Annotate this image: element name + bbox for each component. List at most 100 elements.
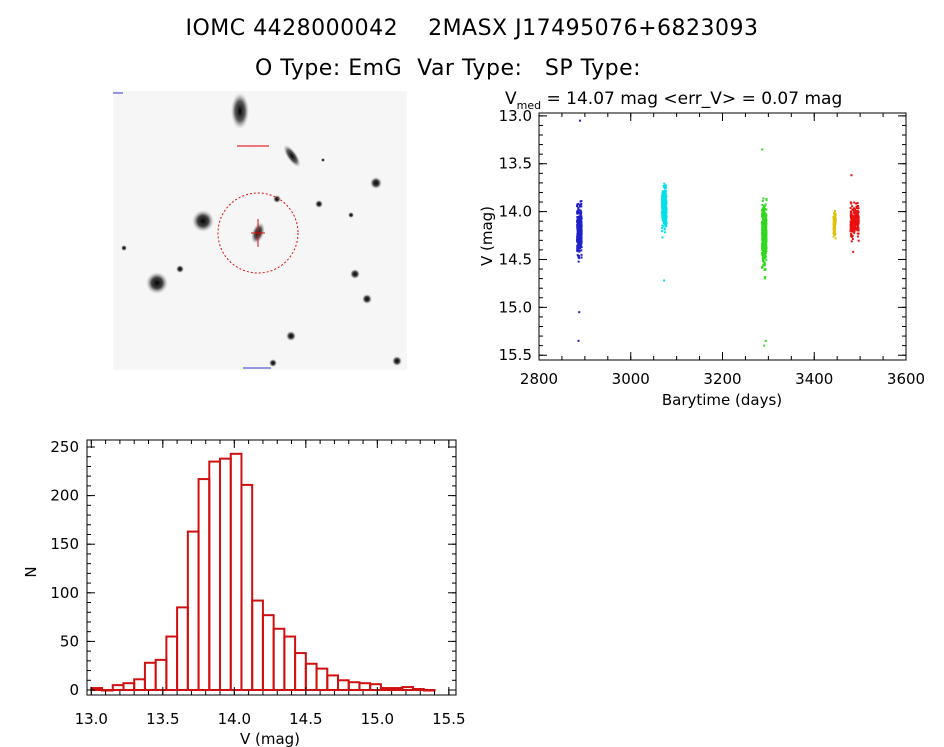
lc-point — [855, 202, 858, 205]
lc-point — [664, 211, 667, 214]
lc-point — [663, 204, 666, 207]
hist-xtick-label: 13.0 — [75, 710, 108, 728]
lc-point — [761, 266, 764, 269]
hist-ytick-label: 150 — [50, 535, 79, 553]
lc-point — [765, 227, 768, 230]
lc-point — [580, 200, 583, 203]
lc-point — [834, 232, 837, 235]
lc-point — [855, 221, 858, 224]
lc-point — [764, 247, 767, 250]
lc-point — [853, 212, 856, 215]
lc-point — [763, 209, 766, 212]
lc-point — [764, 339, 767, 342]
lc-point — [578, 212, 581, 215]
lc-point — [576, 217, 579, 220]
lc-point — [662, 184, 665, 187]
hist-bar — [401, 686, 415, 691]
lc-point — [576, 222, 579, 225]
lc-point — [761, 247, 764, 250]
hist-ytick-label: 0 — [69, 681, 79, 699]
lc-point — [761, 230, 764, 233]
lc-plot-area — [576, 119, 860, 347]
lc-title-v: V — [505, 89, 517, 109]
lc-point — [763, 250, 766, 253]
lc-point — [662, 206, 665, 209]
lc-point — [761, 211, 764, 214]
lc-point — [576, 231, 579, 234]
lc-point — [663, 200, 666, 203]
lc-point — [849, 224, 852, 227]
hist-bar — [176, 606, 189, 692]
hist-bar — [261, 614, 275, 692]
lc-point — [663, 231, 666, 234]
lc-point — [663, 227, 666, 230]
lc-point — [576, 244, 579, 247]
hist-xtick-label: 15.0 — [361, 710, 394, 728]
lc-point — [763, 233, 766, 236]
lc-point — [580, 234, 583, 237]
hist-bar — [143, 661, 157, 691]
lc-point — [849, 226, 852, 229]
lc-point — [578, 257, 581, 260]
lc-point — [762, 215, 765, 218]
lc-point — [763, 226, 766, 229]
lc-point — [665, 203, 668, 206]
lc-point — [763, 253, 766, 256]
hist-bar — [358, 682, 372, 691]
lc-point — [577, 260, 580, 263]
lc-point — [662, 202, 665, 205]
star-10 — [348, 212, 354, 218]
lc-point — [761, 251, 764, 254]
lc-point — [578, 245, 581, 248]
lc-point — [763, 228, 766, 231]
lc-point — [579, 247, 582, 250]
lc-point — [580, 215, 583, 218]
lc-point — [580, 232, 583, 235]
lc-point — [851, 220, 854, 223]
lc-point — [576, 210, 579, 213]
lc-point — [579, 221, 582, 224]
lc-title: Vmed = 14.07 mag <err_V> = 0.07 mag — [505, 89, 842, 112]
lc-point — [661, 215, 664, 218]
lc-point — [580, 202, 583, 205]
star-9 — [176, 265, 184, 273]
light-curve-chart: Vmed = 14.07 mag <err_V> = 0.07 mag 2800… — [478, 89, 925, 409]
lc-point — [576, 233, 579, 236]
lc-point — [832, 226, 835, 229]
lc-point — [580, 225, 583, 228]
lc-point — [761, 207, 764, 210]
lc-point — [576, 204, 579, 207]
lc-point — [763, 232, 766, 235]
lc-point — [761, 244, 764, 247]
hist-bar — [251, 599, 264, 691]
lc-point — [763, 231, 766, 234]
lc-xtick-label: 3000 — [612, 370, 650, 388]
lc-point — [849, 207, 852, 210]
lc-point — [579, 213, 582, 216]
lc-point — [577, 220, 580, 223]
lc-point — [763, 224, 766, 227]
lc-point — [850, 235, 853, 238]
lc-point — [763, 213, 766, 216]
lc-point — [580, 223, 583, 226]
star-7 — [315, 200, 323, 208]
lc-point — [664, 214, 667, 217]
star-13 — [392, 356, 402, 366]
lc-point — [853, 227, 856, 230]
lc-point — [761, 242, 764, 245]
lc-point — [762, 197, 765, 200]
lc-ytick-label: 14.0 — [499, 203, 532, 221]
lc-ytick-label: 15.5 — [499, 346, 532, 364]
star-11 — [121, 245, 127, 251]
lc-point — [761, 234, 764, 237]
lc-point — [664, 208, 667, 211]
lc-point — [849, 229, 852, 232]
lc-point — [662, 225, 665, 228]
lc-point — [854, 218, 857, 221]
lc-point — [662, 191, 665, 194]
lc-xlabel: Barytime (days) — [662, 391, 782, 409]
lc-point — [662, 209, 665, 212]
lc-point — [857, 215, 860, 218]
lc-point — [761, 222, 764, 225]
lc-point — [764, 237, 767, 240]
